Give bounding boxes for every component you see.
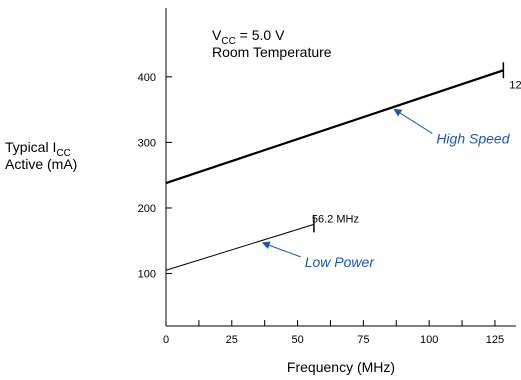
series-pointer-arrow-0 [393, 108, 433, 134]
series-line-0 [165, 69, 504, 185]
y-tick-label: 400 [138, 72, 156, 84]
y-tick-label: 300 [138, 137, 156, 149]
y-axis-title-line2: Active (mA) [5, 156, 77, 172]
series-end-label-1: 56.2 MHz [312, 213, 359, 225]
y-axis-title-main: Typical I [5, 139, 56, 155]
vcc-value: = 5.0 V [236, 27, 285, 43]
y-axis-ticks: 100 200 300 400 [138, 72, 172, 281]
vcc-note: VCC = 5.0 V [212, 27, 285, 47]
x-tick-label: 100 [420, 334, 438, 346]
series-pointer-arrow-1 [261, 241, 301, 258]
series-name-label-0: High Speed [436, 130, 510, 146]
x-axis-ticks: 0 25 50 75 100 125 [163, 320, 504, 346]
x-axis-title: Frequency (MHz) [287, 359, 395, 375]
temperature-note: Room Temperature [212, 44, 332, 60]
y-axis-title-subscript: CC [56, 148, 70, 159]
x-tick-label: 50 [291, 334, 303, 346]
series-line-1 [165, 223, 315, 271]
y-tick-label: 100 [138, 269, 156, 281]
x-tick-label: 25 [226, 334, 238, 346]
series-layer: 128.2 MHz High Speed 56.2 MHz Low Power [165, 62, 521, 271]
x-tick-label: 125 [486, 334, 504, 346]
vcc-symbol: V [212, 27, 222, 43]
x-tick-label: 75 [357, 334, 369, 346]
vcc-subscript: CC [221, 36, 235, 47]
y-tick-label: 200 [138, 203, 156, 215]
series-name-label-1: Low Power [305, 254, 376, 270]
x-tick-label: 0 [163, 334, 169, 346]
y-axis-title-line1: Typical ICC [5, 139, 71, 159]
series-end-label-0: 128.2 MHz [509, 79, 521, 91]
